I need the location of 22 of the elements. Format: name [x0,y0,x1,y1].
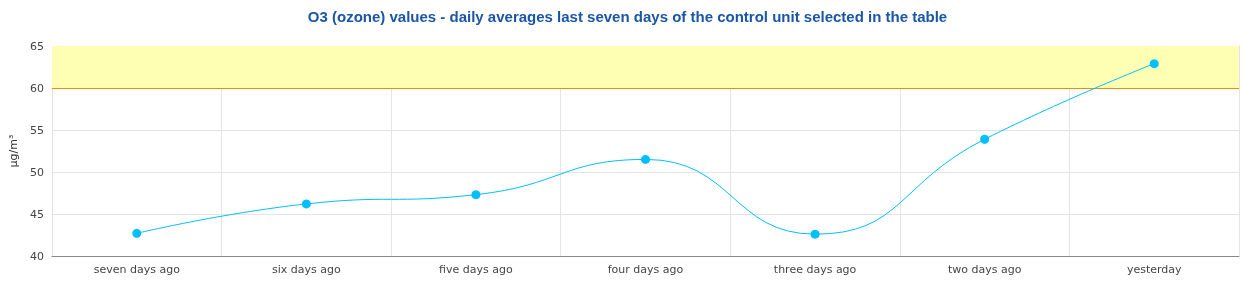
y-tick-label: 55 [30,123,44,137]
point [301,199,311,209]
x-tick-label: seven days ago [93,263,181,276]
point [471,190,481,200]
point [641,154,650,164]
y-tick-label: 45 [30,207,44,221]
y-tick-label: 50 [30,165,44,179]
y-tick-label: 40 [30,249,44,263]
x-tick-label: two days ago [947,263,1022,276]
point [980,134,990,144]
x-tick-label: yesterday [1126,263,1183,276]
x-tick-label: three days ago [773,263,857,276]
y-tick-label: 60 [30,81,44,95]
y-tick-label: 65 [30,39,44,53]
point [1149,59,1159,69]
point [132,228,142,238]
x-tick-label: five days ago [439,263,513,276]
point [810,229,820,239]
chart-title: O3 (ozone) values - daily averages last seven days of the control unit selected in the table [307,8,948,25]
x-tick-label: six days ago [272,263,341,276]
x-tick-label: four days ago [607,263,684,276]
y-axis-title: µg/m³ [7,134,21,168]
